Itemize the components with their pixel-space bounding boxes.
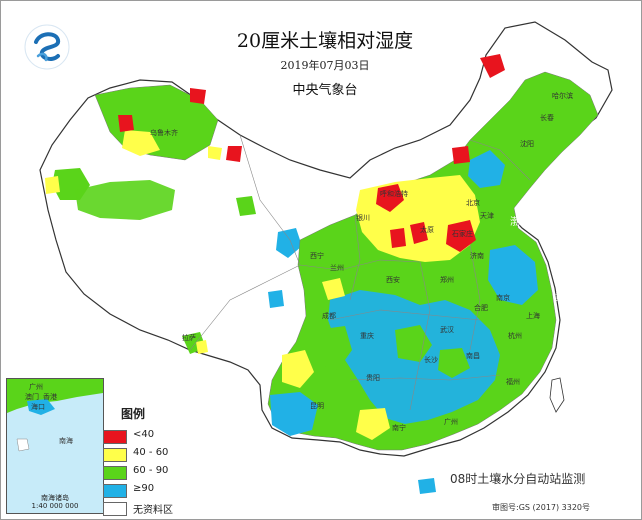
- central-green-2: [438, 348, 470, 378]
- legend-label: 40 - 60: [133, 447, 169, 458]
- city-beijing: 北京: [466, 198, 480, 207]
- inner-mongolia-red: [376, 184, 404, 212]
- yunnan-yellow: [282, 350, 314, 388]
- city-hangzhou: 杭州: [508, 331, 522, 340]
- city-hohhot: 呼和浩特: [380, 189, 408, 198]
- sea-label-nanhai: 南海: [470, 490, 490, 503]
- city-guangzhou: 广州: [444, 417, 458, 426]
- xinjiang-yellow-patch: [122, 130, 160, 156]
- inset-place-macau: 澳门: [25, 392, 39, 401]
- city-nanning: 南宁: [392, 423, 406, 432]
- province-borders: [189, 134, 531, 411]
- agency-name: 中央气象台: [292, 83, 358, 98]
- inset-place-guangzhou: 广州: [29, 382, 43, 391]
- sichuan-yellow: [322, 278, 345, 300]
- xinjiang-east-patch: [236, 196, 256, 216]
- city-chengdu: 成都: [322, 311, 336, 320]
- city-tianjin: 天津: [480, 212, 494, 220]
- legend: 图例 <40 40 - 60 60 - 90 ≥90 无资料区: [103, 405, 213, 516]
- xinjiang-red-patch-3: [226, 146, 242, 162]
- xinjiang-red-patch-2: [190, 88, 206, 104]
- inset-scale: 1:40 000 000: [31, 502, 79, 510]
- sichuan-green: [316, 326, 352, 370]
- city-nanjing: 南京: [496, 293, 510, 302]
- legend-swatch-white: [103, 502, 127, 516]
- south-china-sea-inset: 南海 广州 澳门 香港 海口 南海诸岛 1:40 000 000: [6, 378, 104, 514]
- liaoning-red: [452, 146, 470, 164]
- hainan-blue: [418, 478, 436, 494]
- city-changsha: 长沙: [424, 355, 438, 364]
- map-date: 2019年07月03日: [280, 59, 370, 72]
- city-shijiazhuang: 石家庄: [452, 229, 473, 238]
- southwest-blue: [270, 392, 318, 436]
- logo-icon: [24, 24, 70, 70]
- inset-sea-label: 南海: [59, 436, 73, 445]
- hebei-red: [446, 220, 476, 252]
- city-zhengzhou: 郑州: [440, 276, 454, 284]
- legend-swatch-red: [103, 430, 127, 444]
- legend-label: <40: [133, 429, 155, 440]
- sea-label-donghai: 东海: [590, 335, 610, 348]
- city-lhasa: 拉萨: [182, 333, 196, 342]
- qinghai-blue-patch-2: [268, 290, 284, 308]
- city-kunming: 昆明: [310, 402, 324, 410]
- tarim-patch: [75, 180, 175, 220]
- inset-map: 南海 广州 澳门 香港 海口: [7, 379, 103, 513]
- map-title: 20厘米土壤相对湿度: [236, 30, 414, 52]
- xinjiang-south-yellow: [45, 176, 60, 194]
- city-hefei: 合肥: [474, 303, 488, 312]
- xinjiang-red-patch-1: [118, 115, 134, 132]
- legend-label: 60 - 90: [133, 465, 169, 476]
- legend-label: 无资料区: [133, 505, 173, 516]
- legend-title: 图例: [121, 407, 146, 421]
- legend-label: ≥90: [133, 483, 155, 494]
- taiwan: [549, 377, 565, 413]
- tibet-yellow: [196, 340, 208, 354]
- city-changchun: 长春: [540, 113, 554, 122]
- city-lanzhou: 兰州: [330, 263, 344, 272]
- monitoring-note: 08时土壤水分自动站监测: [450, 472, 586, 486]
- city-yinchuan: 银川: [356, 213, 370, 222]
- legend-swatch-green: [103, 466, 127, 480]
- guangxi-yellow: [356, 408, 390, 440]
- sea-label-huanghai: 黄海: [555, 290, 575, 303]
- legend-swatch-blue: [103, 484, 127, 498]
- east-blue: [488, 245, 538, 305]
- xinjiang-yellow-patch-2: [208, 146, 222, 160]
- city-urumqi: 乌鲁木齐: [150, 128, 178, 137]
- heilongjiang-red: [480, 54, 505, 78]
- city-fuzhou: 福州: [506, 377, 520, 386]
- city-chongqing: 重庆: [360, 331, 374, 340]
- inset-place-haikou: 海口: [31, 402, 45, 411]
- city-guiyang: 贵阳: [366, 373, 380, 382]
- city-jinan: 济南: [470, 251, 484, 260]
- legend-swatch-yellow: [103, 448, 127, 462]
- city-shenyang: 沈阳: [520, 139, 534, 148]
- city-harbin: 哈尔滨: [552, 91, 573, 100]
- city-xian: 西安: [386, 275, 400, 284]
- qinghai-blue-patch: [276, 228, 302, 258]
- northeast-blue: [468, 150, 505, 188]
- city-xining: 西宁: [310, 251, 324, 260]
- inset-place-hongkong: 香港: [43, 392, 57, 401]
- city-taiyuan: 太原: [420, 225, 434, 234]
- inset-title: 南海诸岛: [41, 494, 69, 502]
- northwest-red: [390, 228, 406, 248]
- central-green-1: [395, 325, 432, 362]
- approval-number: 审图号:GS (2017) 3320号: [492, 503, 591, 512]
- city-nanchang: 南昌: [466, 351, 480, 360]
- city-wuhan: 武汉: [440, 325, 454, 334]
- sea-label-bohai: 渤海: [510, 215, 530, 228]
- city-shanghai: 上海: [526, 311, 540, 320]
- shanxi-red: [410, 222, 428, 244]
